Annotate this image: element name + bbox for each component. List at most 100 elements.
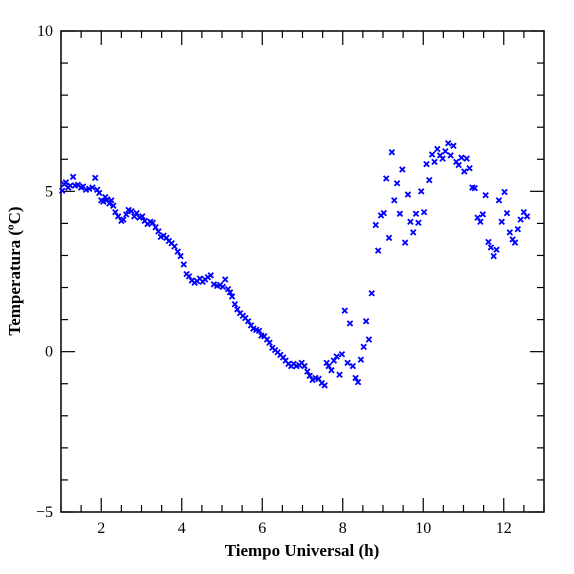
- x-tick-label: 12: [496, 520, 512, 537]
- data-point: [333, 353, 340, 360]
- data-point: [428, 151, 436, 158]
- data-point: [368, 290, 375, 297]
- data-point: [503, 209, 511, 217]
- data-point: [458, 154, 465, 161]
- y-tick-label: 0: [45, 344, 53, 361]
- data-point: [444, 139, 452, 147]
- data-point: [128, 207, 135, 215]
- data-point: [463, 155, 470, 162]
- data-point: [455, 161, 462, 169]
- data-point: [321, 382, 328, 389]
- data-point: [67, 182, 74, 189]
- x-tick-label: 8: [339, 520, 347, 537]
- data-point: [474, 214, 481, 221]
- data-point: [490, 252, 497, 260]
- data-point: [372, 221, 379, 229]
- data-point: [498, 218, 505, 226]
- data-point: [171, 243, 178, 250]
- data-point: [385, 234, 393, 242]
- data-point: [266, 339, 273, 346]
- data-point: [466, 165, 473, 172]
- data-point: [501, 188, 508, 196]
- axis-ticks: [60, 30, 545, 513]
- data-point: [354, 378, 362, 386]
- data-point: [482, 191, 489, 199]
- data-point: [407, 218, 414, 226]
- data-point: [304, 368, 311, 375]
- data-point: [122, 211, 130, 218]
- data-point: [382, 175, 390, 182]
- data-point: [447, 152, 454, 159]
- data-point: [120, 216, 127, 223]
- data-point: [477, 218, 484, 226]
- data-point: [352, 374, 359, 382]
- data-point: [174, 248, 181, 255]
- data-point: [139, 213, 146, 220]
- data-point: [431, 158, 438, 166]
- data-point: [380, 209, 388, 217]
- data-point: [409, 229, 417, 236]
- y-tick-label: 10: [37, 23, 53, 40]
- data-points: [58, 139, 531, 389]
- data-point: [133, 209, 140, 217]
- data-point: [517, 216, 524, 223]
- data-point: [325, 362, 332, 370]
- x-tick-label: 6: [258, 520, 266, 537]
- data-point: [479, 211, 487, 218]
- x-axis-label: Tiempo Universal (h): [225, 541, 380, 560]
- data-point: [450, 142, 457, 150]
- data-point: [506, 229, 514, 236]
- data-point: [330, 357, 338, 364]
- data-point: [58, 187, 66, 194]
- data-point: [226, 289, 234, 296]
- data-point: [442, 148, 449, 155]
- data-point: [91, 174, 99, 182]
- data-point: [221, 276, 229, 283]
- data-point: [228, 293, 236, 300]
- data-point: [415, 219, 422, 226]
- data-point: [487, 244, 495, 251]
- data-point: [328, 367, 335, 374]
- data-point: [388, 148, 396, 156]
- data-point: [523, 213, 531, 220]
- data-point: [493, 246, 500, 253]
- data-point: [391, 197, 398, 204]
- plot-frame: [60, 30, 545, 513]
- data-point: [360, 343, 367, 351]
- data-point: [231, 300, 239, 308]
- data-point: [399, 166, 406, 173]
- data-point: [362, 317, 370, 325]
- data-point: [336, 371, 343, 378]
- data-point: [177, 252, 184, 260]
- data-point: [346, 320, 354, 327]
- data-point: [365, 336, 373, 343]
- data-point: [439, 155, 446, 162]
- data-point: [338, 350, 346, 358]
- data-point: [69, 173, 77, 181]
- data-point: [207, 272, 214, 279]
- data-point: [485, 238, 492, 246]
- data-point: [426, 176, 433, 184]
- data-point: [108, 197, 115, 204]
- data-point: [471, 184, 479, 192]
- data-point: [219, 283, 227, 291]
- data-point: [393, 180, 401, 187]
- data-point: [344, 359, 351, 367]
- data-point: [255, 327, 263, 335]
- data-point: [180, 261, 187, 268]
- data-point: [155, 228, 162, 235]
- y-tick-label: 5: [45, 183, 53, 200]
- data-point: [511, 239, 519, 246]
- data-point: [210, 281, 218, 288]
- data-point: [341, 307, 348, 314]
- data-point: [374, 247, 382, 254]
- y-axis-label: Temperatura (ºC): [5, 206, 24, 335]
- data-point: [434, 145, 441, 153]
- data-point: [185, 273, 193, 280]
- y-tick-labels: −5 0 5 10: [36, 23, 53, 521]
- data-point: [100, 198, 107, 205]
- data-point: [96, 189, 103, 197]
- data-point: [244, 317, 252, 325]
- data-point: [306, 372, 313, 379]
